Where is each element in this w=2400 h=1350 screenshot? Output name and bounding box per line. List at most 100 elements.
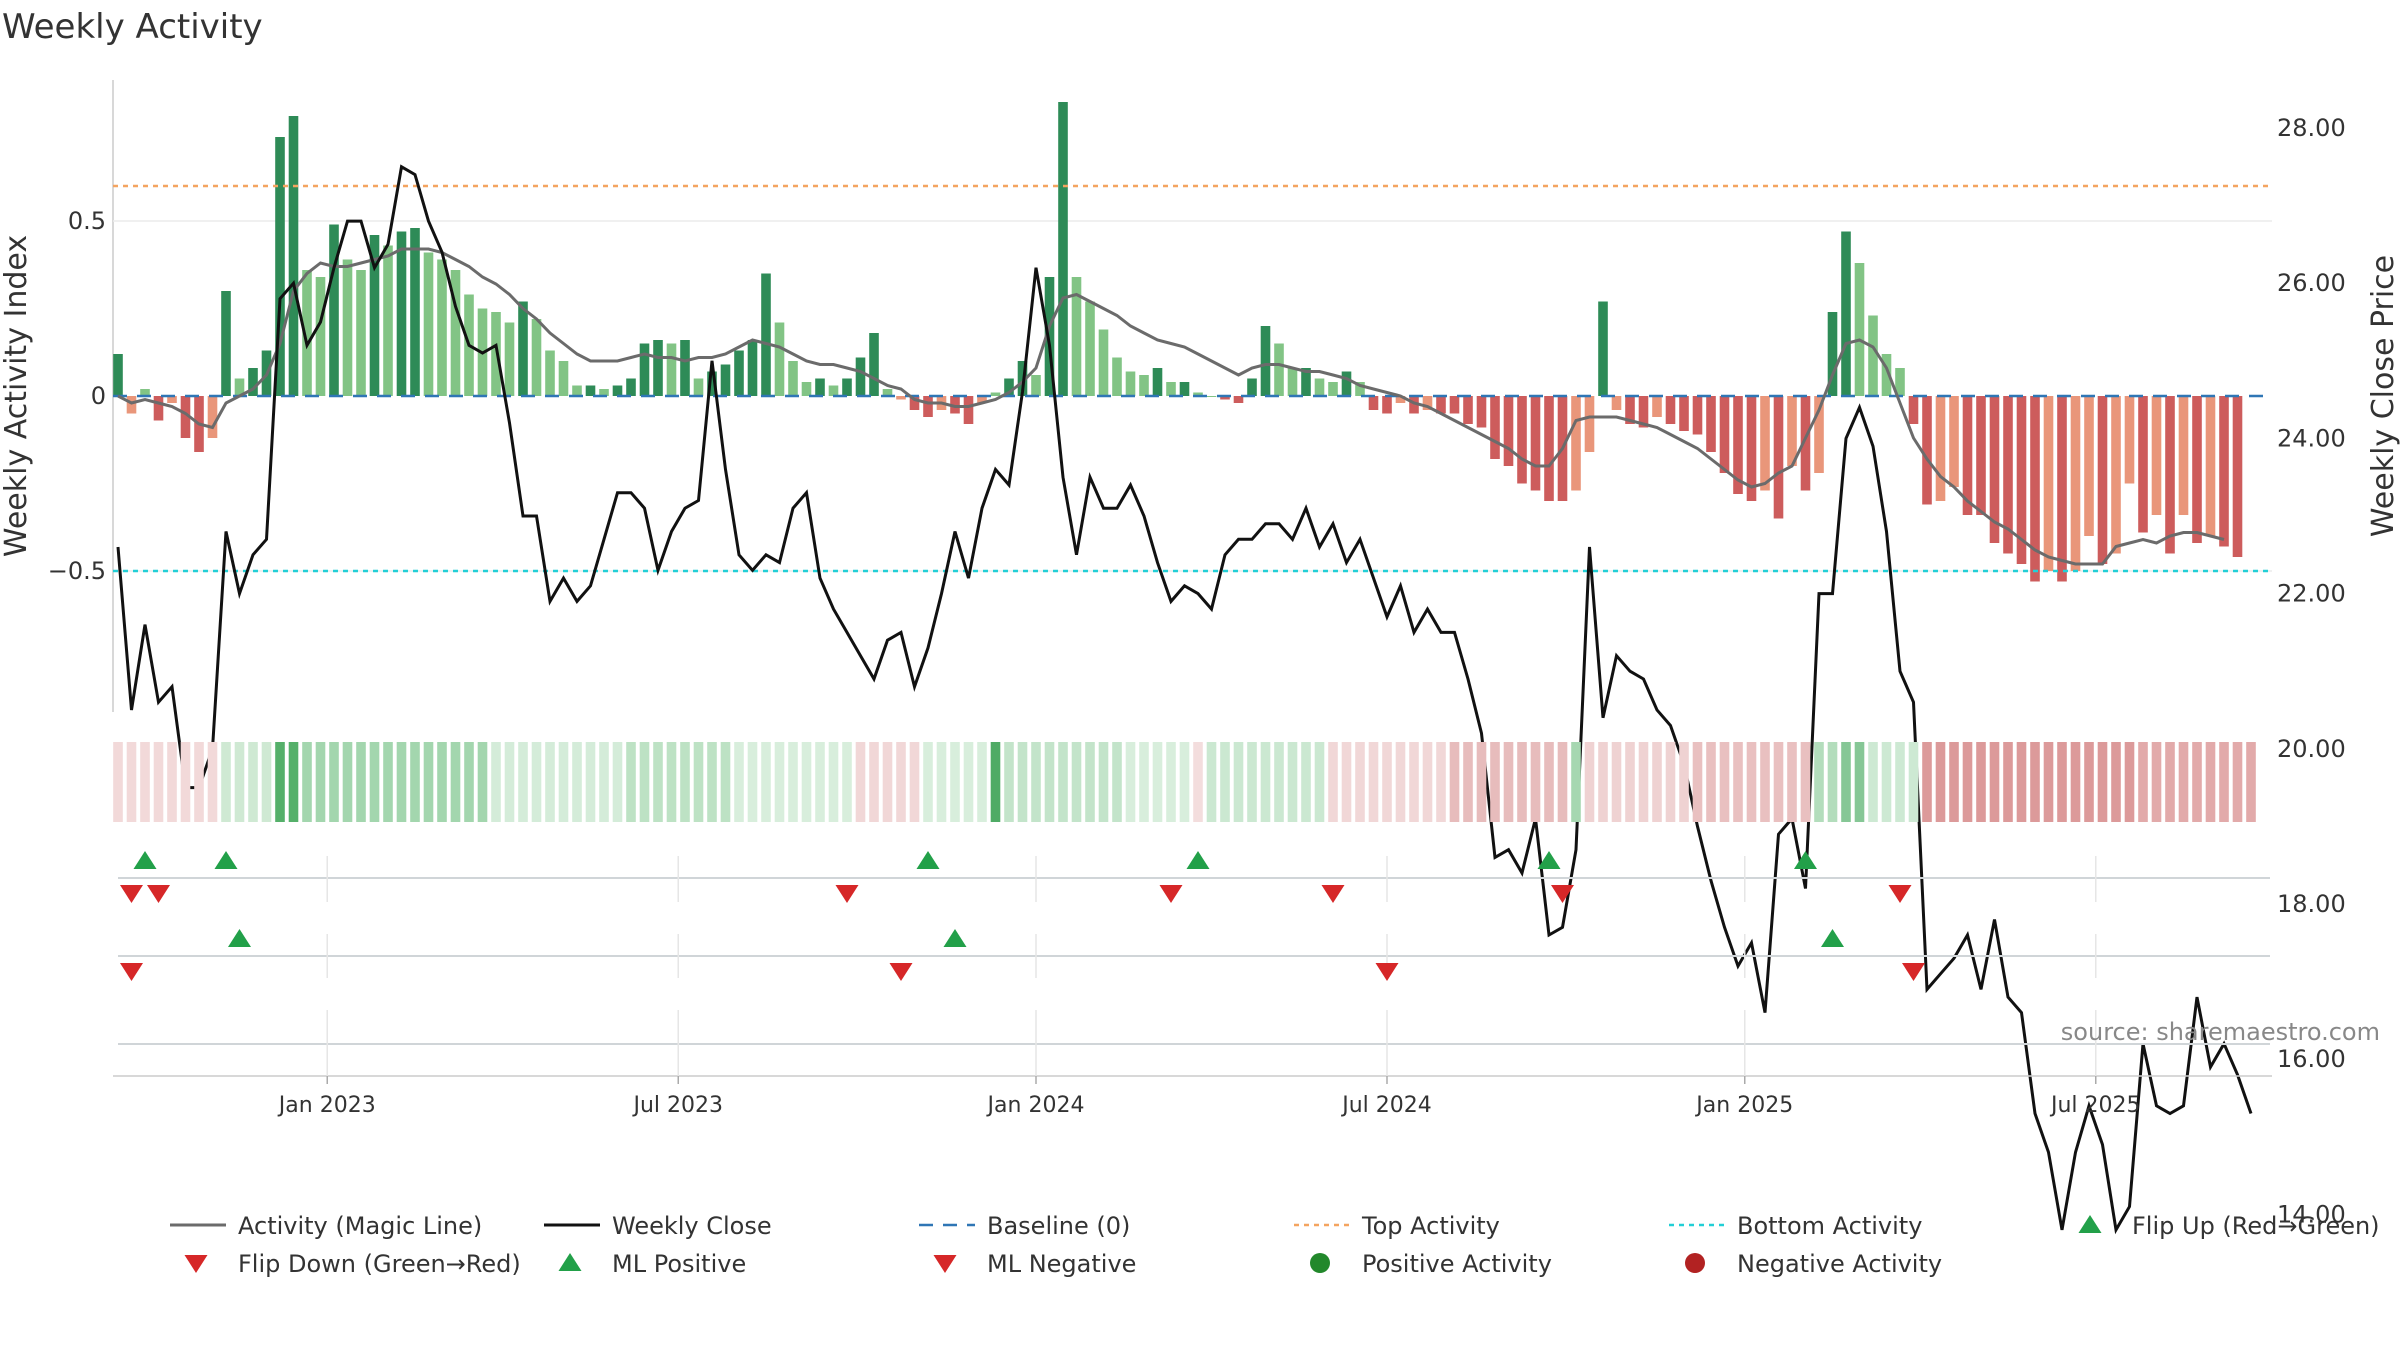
activity-bar bbox=[2003, 396, 2013, 554]
activity-bar bbox=[1355, 382, 1365, 396]
activity-bar bbox=[1679, 396, 1689, 431]
activity-bar bbox=[2165, 396, 2175, 554]
strip-cell bbox=[693, 742, 704, 822]
legend-item-mlneg: ML Negative bbox=[933, 1250, 1136, 1278]
strip-cell bbox=[1044, 742, 1055, 822]
strip-cell bbox=[2070, 742, 2081, 822]
activity-bar bbox=[1287, 368, 1298, 396]
strip-cell bbox=[1085, 742, 1095, 822]
activity-bar bbox=[2232, 396, 2243, 557]
date-tick-label: Jul 2024 bbox=[1340, 1093, 1432, 1118]
strip-cell bbox=[491, 742, 501, 822]
legend-label: Baseline (0) bbox=[987, 1212, 1130, 1240]
activity-bar bbox=[2084, 396, 2094, 536]
activity-bar bbox=[666, 343, 677, 396]
activity-bar bbox=[801, 382, 812, 396]
strip-cell bbox=[275, 742, 285, 822]
strip-cell bbox=[1922, 742, 1932, 822]
strip-cell bbox=[2084, 742, 2094, 822]
strip-cell bbox=[504, 742, 515, 822]
strip-cell bbox=[207, 742, 218, 822]
strip-cell bbox=[1841, 742, 1851, 822]
flip-up-marker bbox=[916, 851, 940, 869]
strip-cell bbox=[1382, 742, 1392, 822]
activity-bar bbox=[1112, 357, 1122, 396]
activity-bar bbox=[329, 224, 339, 396]
activity-bar bbox=[1800, 396, 1811, 491]
strip-cell bbox=[2165, 742, 2175, 822]
strip-cell bbox=[1881, 742, 1892, 822]
activity-bar bbox=[2205, 396, 2216, 536]
strip-cell bbox=[747, 742, 758, 822]
strip-cell bbox=[1827, 742, 1838, 822]
strip-cell bbox=[545, 742, 555, 822]
activity-bar bbox=[396, 231, 407, 396]
activity-bar bbox=[963, 396, 974, 424]
right-tick-label: 18.00 bbox=[2277, 890, 2346, 918]
legend-swatch bbox=[558, 1253, 582, 1271]
strip-cell bbox=[1193, 742, 1203, 822]
activity-bar bbox=[1962, 396, 1973, 515]
activity-bar bbox=[1233, 396, 1244, 403]
flip-up-marker bbox=[214, 851, 238, 869]
legend-label: ML Positive bbox=[612, 1250, 746, 1278]
strip-cell bbox=[626, 742, 636, 822]
activity-bar bbox=[1166, 382, 1176, 396]
strip-cell bbox=[450, 742, 461, 822]
strip-cell bbox=[369, 742, 380, 822]
activity-bar bbox=[1004, 378, 1014, 396]
strip-cell bbox=[302, 742, 312, 822]
activity-bar bbox=[1692, 396, 1703, 435]
strip-cell bbox=[1706, 742, 1716, 822]
activity-bar bbox=[2138, 396, 2148, 533]
strip-cell bbox=[1395, 742, 1406, 822]
activity-bar bbox=[1044, 277, 1055, 396]
activity-bar bbox=[1503, 396, 1514, 466]
activity-bar bbox=[612, 385, 623, 396]
activity-bar bbox=[1409, 396, 1419, 414]
activity-bar bbox=[221, 291, 231, 396]
strip-cell bbox=[1895, 742, 1905, 822]
strip-cell bbox=[1368, 742, 1379, 822]
ml-positive-marker bbox=[228, 929, 251, 947]
activity-bar bbox=[1449, 396, 1460, 414]
activity-bar bbox=[977, 396, 987, 403]
strip-cell bbox=[923, 742, 933, 822]
activity-bar bbox=[2070, 396, 2081, 571]
activity-bar bbox=[1706, 396, 1716, 452]
strip-cell bbox=[1071, 742, 1082, 822]
strip-cell bbox=[329, 742, 339, 822]
activity-bar bbox=[1908, 396, 1919, 424]
strip-cell bbox=[2111, 742, 2121, 822]
legend-label: Negative Activity bbox=[1737, 1250, 1942, 1278]
strip-cell bbox=[639, 742, 650, 822]
strip-cell bbox=[1571, 742, 1581, 822]
activity-bar bbox=[882, 389, 893, 396]
activity-bar bbox=[626, 378, 636, 396]
strip-cell bbox=[383, 742, 393, 822]
activity-bar bbox=[2192, 396, 2202, 543]
strip-cell bbox=[801, 742, 812, 822]
legend-item-flipdown: Flip Down (Green→Red) bbox=[184, 1250, 521, 1278]
activity-bar bbox=[1719, 396, 1730, 473]
activity-bar bbox=[450, 270, 461, 396]
date-tick-label: Jul 2023 bbox=[631, 1093, 723, 1118]
flip-down-marker bbox=[835, 885, 859, 903]
strip-cell bbox=[1233, 742, 1244, 822]
activity-bar bbox=[747, 340, 758, 396]
activity-bar bbox=[1031, 375, 1041, 396]
activity-bar bbox=[1179, 382, 1190, 396]
strip-cell bbox=[2205, 742, 2216, 822]
activity-bar bbox=[693, 378, 704, 396]
date-axis-ticks: Jan 2023 Jul 2023 Jan 2024 Jul 2024 Jan 2025… bbox=[277, 1076, 2141, 1118]
legend-label: Activity (Magic Line) bbox=[238, 1212, 482, 1240]
strip-cell bbox=[1179, 742, 1190, 822]
activity-bar bbox=[2151, 396, 2162, 515]
strip-cell bbox=[788, 742, 798, 822]
strip-cell bbox=[1260, 742, 1271, 822]
strip-cell bbox=[1314, 742, 1325, 822]
legend-swatch bbox=[1310, 1253, 1330, 1273]
main-panel: 0.5 0 −0.5 28.00 26.00 24.00 22.00 20.00 18.00 1… bbox=[0, 80, 2400, 1235]
activity-bar bbox=[1868, 315, 1878, 396]
strip-cell bbox=[1463, 742, 1473, 822]
